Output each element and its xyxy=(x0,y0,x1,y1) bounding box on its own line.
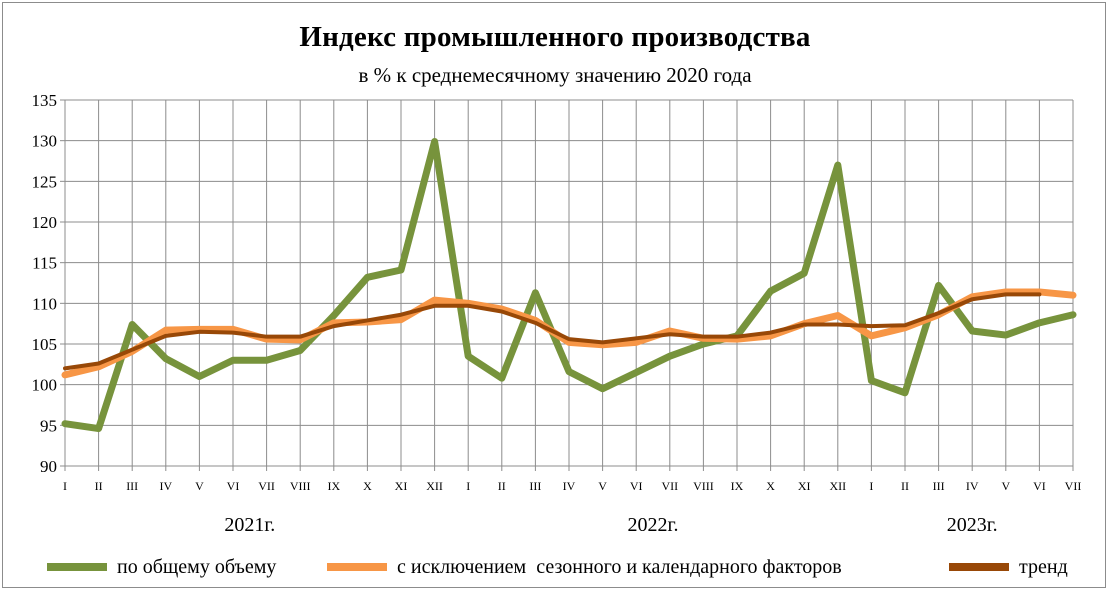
x-tick-label: V xyxy=(1001,479,1010,493)
x-tick-label: IV xyxy=(563,479,576,493)
x-tick-label: IV xyxy=(966,479,979,493)
x-tick-label: II xyxy=(95,479,103,493)
series-line-2 xyxy=(63,292,1042,371)
x-tick-label: III xyxy=(933,479,945,493)
x-tick-label: II xyxy=(498,479,506,493)
x-tick-label: V xyxy=(195,479,204,493)
x-tick-label: VII xyxy=(1065,479,1082,493)
x-axis-ticks: I II III IV V VI VII VIII IX X XI XII I II III IV V VI VII… xyxy=(63,479,1081,493)
x-tick-label: XI xyxy=(798,479,811,493)
x-tick-label: I xyxy=(63,479,67,493)
series-line-0 xyxy=(61,137,1077,433)
x-tick-label: III xyxy=(529,479,541,493)
legend-label-trend: тренд xyxy=(1019,555,1068,578)
y-tick-label: 135 xyxy=(32,91,58,110)
y-tick-label: 105 xyxy=(32,335,58,354)
legend-item-trend: тренд xyxy=(949,551,1068,583)
x-tick-label: III xyxy=(126,479,138,493)
chart-legend: по общему объему с исключением сезонного… xyxy=(3,551,1107,583)
year-label: 2021г. xyxy=(224,514,275,536)
year-label: 2022г. xyxy=(628,514,679,536)
x-tick-label: VI xyxy=(1033,479,1046,493)
series-line-1 xyxy=(61,288,1077,379)
y-tick-label: 115 xyxy=(32,254,57,273)
legend-swatch-seasonal xyxy=(327,563,387,571)
year-labels: 2021г. 2022г. 2023г. xyxy=(224,514,997,536)
legend-swatch-trend xyxy=(949,563,1009,571)
legend-item-total: по общему объему xyxy=(47,551,276,583)
x-tick-label: I xyxy=(869,479,873,493)
x-tick-label: XII xyxy=(829,479,846,493)
x-tick-label: VI xyxy=(630,479,643,493)
chart-subtitle: в % к среднемесячному значению 2020 года xyxy=(358,63,752,87)
y-tick-label: 110 xyxy=(32,294,57,313)
x-tick-label: XI xyxy=(395,479,408,493)
x-tick-label: VI xyxy=(227,479,240,493)
y-tick-label: 90 xyxy=(40,457,57,476)
x-tick-label: VII xyxy=(258,479,275,493)
x-tick-label: V xyxy=(598,479,607,493)
x-tick-label: II xyxy=(901,479,909,493)
x-tick-label: VIII xyxy=(693,479,714,493)
grid-lines xyxy=(60,99,1074,471)
x-tick-label: IX xyxy=(327,479,340,493)
x-tick-label: XII xyxy=(426,479,443,493)
chart-title: Индекс промышленного производства xyxy=(299,21,811,53)
y-axis-ticks: 90 95 100 105 110 115 120 125 130 135 xyxy=(32,91,58,476)
y-tick-label: 100 xyxy=(32,376,58,395)
series-lines xyxy=(61,137,1077,433)
legend-swatch-total xyxy=(47,563,107,571)
x-tick-label: X xyxy=(766,479,775,493)
y-tick-label: 125 xyxy=(32,172,58,191)
x-tick-label: VII xyxy=(661,479,678,493)
y-tick-label: 130 xyxy=(32,132,58,151)
y-tick-label: 95 xyxy=(40,416,57,435)
legend-item-seasonal: с исключением сезонного и календарного ф… xyxy=(327,551,842,583)
x-tick-label: X xyxy=(363,479,372,493)
legend-label-seasonal: с исключением сезонного и календарного ф… xyxy=(397,555,842,578)
y-tick-label: 120 xyxy=(32,213,58,232)
x-tick-label: I xyxy=(466,479,470,493)
year-label: 2023г. xyxy=(947,514,998,536)
x-tick-label: IV xyxy=(159,479,172,493)
legend-label-total: по общему объему xyxy=(117,555,277,578)
x-tick-label: IX xyxy=(731,479,744,493)
x-tick-label: VIII xyxy=(290,479,311,493)
